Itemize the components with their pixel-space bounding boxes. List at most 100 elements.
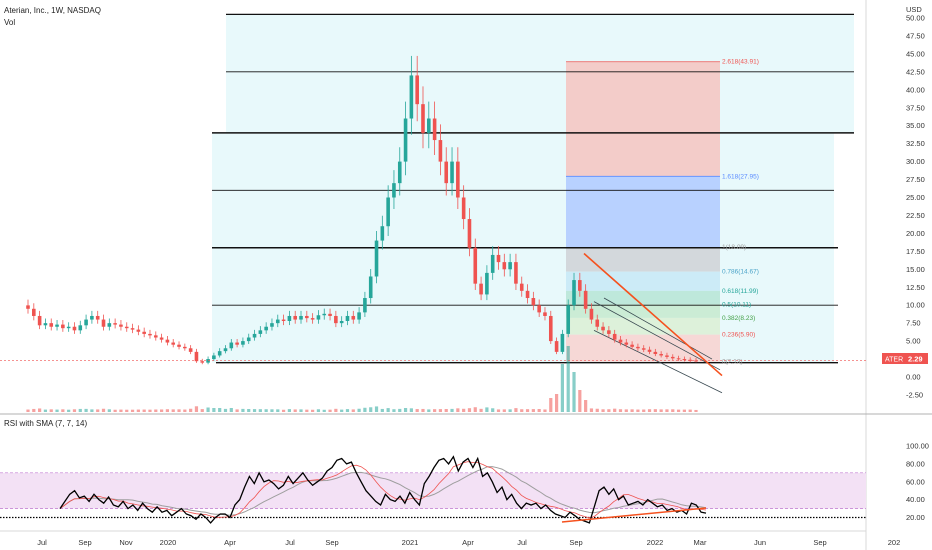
price-tick-label: 22.50 <box>906 211 925 220</box>
candle-body <box>630 344 634 347</box>
volume-bar <box>676 409 681 412</box>
candle-body <box>659 354 663 356</box>
candle-body <box>421 104 425 133</box>
volume-bar <box>212 408 216 412</box>
candle-body <box>531 298 536 306</box>
candle-body <box>403 118 408 162</box>
volume-bar <box>531 409 535 412</box>
candle-body <box>694 360 698 362</box>
candle-body <box>299 315 303 320</box>
candle-body <box>305 315 309 319</box>
price-tick-label: 27.50 <box>906 175 925 184</box>
volume-bar <box>433 409 437 412</box>
candle-body <box>688 359 692 361</box>
candle-body <box>153 335 158 338</box>
volume-bar <box>160 409 164 412</box>
candle-body <box>566 305 571 334</box>
volume-bar <box>671 409 675 412</box>
candle-body <box>548 315 553 342</box>
fib-zone <box>566 290 720 305</box>
candle-body <box>339 320 344 324</box>
candle-body <box>281 319 286 321</box>
rsi-sma-short <box>59 461 707 519</box>
volume-bar <box>165 409 170 412</box>
volume-bar <box>171 409 175 412</box>
channel-mid-line <box>593 301 721 371</box>
candle-body <box>461 197 466 220</box>
volume-bar <box>409 408 413 412</box>
candle-body <box>328 313 332 316</box>
volume-bar <box>688 409 692 412</box>
time-axis[interactable]: Jul Sep Nov 2020 Apr Jul Sep 2021 Apr Jul Sep 2022 M… <box>37 538 900 547</box>
volume-bar <box>316 409 321 412</box>
candle-body <box>514 262 518 284</box>
price-tick-label: 40.00 <box>906 85 925 94</box>
fib-zone <box>566 61 720 177</box>
rsi-axis: 100.00 80.00 60.00 40.00 20.00 <box>906 442 929 523</box>
volume-bar <box>96 409 100 412</box>
fib-level-label: 0(2.13) <box>722 359 743 366</box>
volume-bar <box>613 408 617 412</box>
fib-level-label: 0.5(10.11) <box>722 301 751 308</box>
price-tick-label: 50.00 <box>906 14 925 23</box>
candle-body <box>397 161 402 184</box>
candles <box>26 55 698 365</box>
candle-body <box>43 323 48 326</box>
time-tick-label: 202 <box>888 538 901 547</box>
rsi-divergence-line <box>561 507 707 523</box>
candle-body <box>473 247 478 284</box>
volume-bar <box>525 409 530 412</box>
volume-bar <box>438 409 443 412</box>
candle-body <box>334 315 338 324</box>
candle-body <box>316 315 321 320</box>
fib-zone <box>566 176 720 248</box>
price-axis[interactable]: 50.00 47.50 45.00 42.50 40.00 37.50 35.00 32.50… <box>906 14 925 400</box>
volume-bar <box>49 409 53 412</box>
volume-bar <box>450 408 454 412</box>
candle-body <box>322 313 327 316</box>
volume-bar <box>258 409 262 412</box>
volume-bar <box>351 409 355 412</box>
candle-body <box>136 329 141 332</box>
candle-body <box>682 359 687 361</box>
candle-body <box>444 161 449 184</box>
price-tick-label: 45.00 <box>906 49 925 58</box>
volume-bar <box>357 408 361 412</box>
rsi-line <box>59 455 707 524</box>
candle-body <box>601 326 605 331</box>
fib-zone <box>566 271 720 291</box>
candle-body <box>612 333 617 340</box>
fib-level-label: 1.618(27.95) <box>722 173 759 180</box>
candle-body <box>293 315 297 320</box>
volume-bar <box>508 409 512 412</box>
volume-bar <box>682 409 686 412</box>
fib-zone <box>566 247 720 272</box>
candle-body <box>641 348 646 350</box>
candle-body <box>78 325 83 331</box>
volume-bar <box>334 408 338 412</box>
candle-body <box>124 326 129 329</box>
time-tick-label: Jul <box>517 538 527 547</box>
candle-body <box>113 323 117 325</box>
volume-bar <box>624 409 628 412</box>
candle-body <box>490 254 495 273</box>
volume-bar <box>252 409 257 412</box>
candle-body <box>142 331 146 334</box>
volume-bar <box>601 409 605 412</box>
candle-body <box>264 326 268 331</box>
volume-bar <box>444 409 448 412</box>
candle-body <box>519 283 524 291</box>
candle-body <box>90 315 94 320</box>
volume-bar <box>374 406 379 412</box>
candle-body <box>427 118 431 133</box>
volume-bar <box>491 408 495 412</box>
volume-bar <box>55 409 59 412</box>
time-tick-label: Jul <box>285 538 295 547</box>
volume-label: Vol <box>4 18 15 27</box>
candle-body <box>479 283 483 295</box>
volume-bar <box>125 409 129 412</box>
volume-bar <box>32 408 36 412</box>
chart-title: Aterian, Inc., 1W, NASDAQ <box>4 6 101 15</box>
candle-body <box>177 344 181 347</box>
volume-bar <box>456 408 460 412</box>
